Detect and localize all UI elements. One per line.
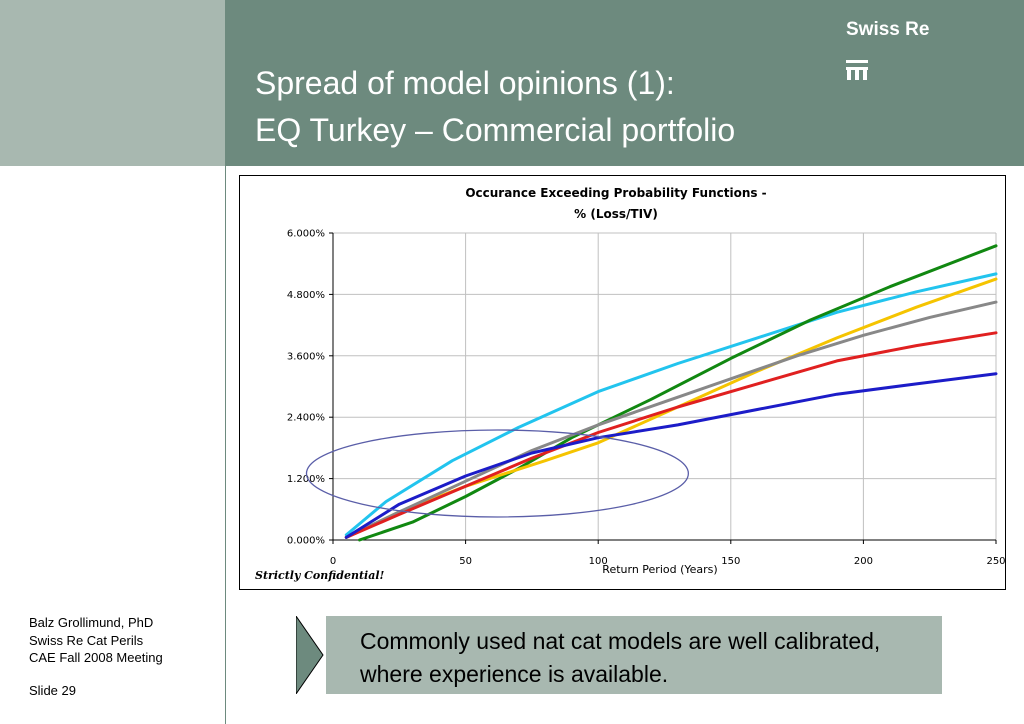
vertical-divider [225, 166, 226, 724]
series-line-2 [358, 244, 998, 542]
y-tick-label: 6.000% [287, 229, 325, 240]
x-tick-label: 200 [854, 556, 873, 567]
chart-subtitle: % (Loss/TIV) [574, 207, 658, 221]
x-tick-label: 150 [721, 556, 740, 567]
slide-title-line-1: Spread of model opinions (1): [255, 65, 675, 101]
slide-title: Spread of model opinions (1): EQ Turkey … [255, 60, 735, 154]
callout-arrow-icon [296, 616, 324, 694]
presenter-info: Balz Grollimund, PhD Swiss Re Cat Perils… [29, 614, 163, 699]
author-name: Balz Grollimund, PhD [29, 615, 154, 630]
exceedance-probability-chart: Occurance Exceeding Probability Function… [255, 186, 1005, 582]
chart-frame: Occurance Exceeding Probability Function… [239, 175, 1006, 590]
brand-logo-icon [846, 60, 868, 87]
slide-number: Slide 29 [29, 682, 76, 698]
organization: Swiss Re Cat Perils [29, 632, 144, 648]
series-line-6 [344, 372, 998, 539]
header-band [225, 0, 1024, 166]
callout-background [326, 616, 942, 694]
chart-title: Occurance Exceeding Probability Function… [465, 186, 766, 200]
chart-series [344, 244, 998, 542]
event-name: CAE Fall 2008 Meeting [29, 650, 163, 665]
chart-axes: 0.000% 1.200% 2.400% 3.600% 4.800% 6.000% 0 50 1… [287, 229, 1005, 568]
confidential-stamp: Strictly Confidential! [255, 569, 385, 582]
series-line-4 [344, 300, 998, 539]
series-line-1 [344, 272, 998, 537]
x-tick-label: 0 [330, 556, 336, 567]
chart-annotation [305, 429, 690, 518]
callout-box: Commonly used nat cat models are well ca… [296, 616, 942, 694]
chart-gridlines [332, 232, 997, 541]
y-tick-label: 2.400% [287, 413, 325, 424]
callout-text: Commonly used nat cat models are well ca… [360, 628, 881, 687]
y-tick-label: 1.200% [287, 474, 325, 485]
series-line-5 [344, 331, 998, 539]
y-tick-label: 0.000% [287, 536, 325, 547]
x-tick-label: 100 [589, 556, 608, 567]
x-tick-label: 250 [986, 556, 1005, 567]
x-tick-label: 50 [459, 556, 472, 567]
left-header-band [0, 0, 225, 166]
y-tick-label: 3.600% [287, 351, 325, 362]
y-tick-label: 4.800% [287, 290, 325, 301]
brand-logo-text: Swiss Re [846, 19, 930, 40]
highlight-ellipse [305, 429, 690, 518]
x-axis-title: Return Period (Years) [602, 563, 717, 576]
slide-title-line-2: EQ Turkey – Commercial portfolio [255, 112, 736, 148]
